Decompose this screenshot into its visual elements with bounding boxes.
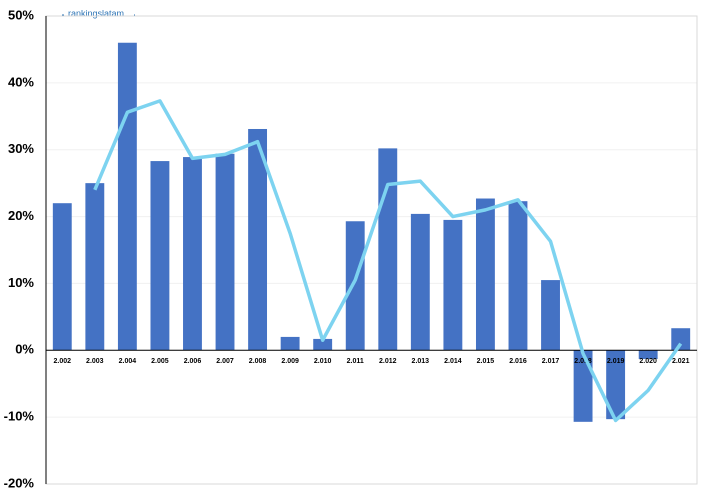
y-tick-label: 40% xyxy=(8,74,34,89)
bar xyxy=(52,203,72,351)
x-tick-label: 2.014 xyxy=(444,358,462,365)
x-tick-label: 2.021 xyxy=(672,358,690,365)
x-tick-label: 2.020 xyxy=(639,358,657,365)
bar xyxy=(85,183,105,351)
x-tick-label: 2.005 xyxy=(151,358,169,365)
x-tick-label: 2.016 xyxy=(509,358,527,365)
bar xyxy=(345,221,365,351)
bar xyxy=(183,157,202,351)
x-tick-label: 2.010 xyxy=(314,358,332,365)
y-tick-label: -20% xyxy=(4,475,35,490)
x-tick-label: 2.009 xyxy=(281,358,299,365)
x-tick-label: 2.015 xyxy=(477,358,495,365)
bar xyxy=(671,328,691,351)
bar xyxy=(606,350,626,420)
y-tick-label: 20% xyxy=(8,208,34,223)
x-tick-label: 2.018 xyxy=(574,358,592,365)
bar xyxy=(280,336,300,351)
bar xyxy=(150,161,170,351)
bar xyxy=(475,198,495,351)
bar xyxy=(378,148,398,351)
x-tick-label: 2.012 xyxy=(379,358,397,365)
watermark-bg xyxy=(64,8,134,21)
bar xyxy=(410,213,430,351)
bar xyxy=(248,128,268,351)
plot-frame xyxy=(45,15,698,485)
x-tick-label: 2.017 xyxy=(542,358,560,365)
y-tick-label: 50% xyxy=(8,7,34,22)
x-tick-label: 2.013 xyxy=(412,358,430,365)
bar xyxy=(638,350,658,359)
bar xyxy=(117,42,137,351)
x-tick-label: 2.008 xyxy=(249,358,267,365)
bar xyxy=(215,153,235,351)
x-tick-label: 2.019 xyxy=(607,358,625,365)
line xyxy=(93,99,683,423)
x-tick-label: 2.007 xyxy=(216,358,234,365)
watermark: rankingslatam xyxy=(68,8,124,18)
bar xyxy=(573,350,593,422)
x-tick-label: 2.006 xyxy=(184,358,202,365)
y-tick-label: 0% xyxy=(15,342,34,357)
bar xyxy=(541,280,560,351)
x-tick-label: 2.002 xyxy=(54,358,72,365)
bar xyxy=(443,219,463,351)
x-tick-label: 2.004 xyxy=(119,358,137,365)
x-tick-label: 2.011 xyxy=(347,358,364,365)
y-tick-label: 30% xyxy=(8,141,34,156)
bar xyxy=(313,338,333,351)
y-tick-label: -10% xyxy=(4,409,35,424)
y-tick-label: 10% xyxy=(8,275,34,290)
bar xyxy=(508,201,528,351)
x-tick-label: 2.003 xyxy=(86,358,104,365)
